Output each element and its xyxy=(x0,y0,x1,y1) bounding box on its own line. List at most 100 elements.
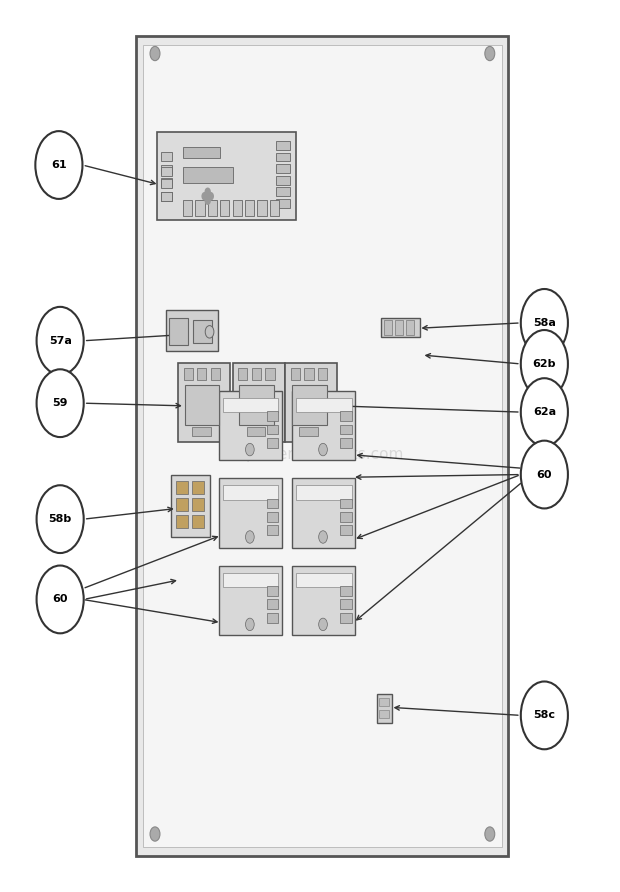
FancyBboxPatch shape xyxy=(161,167,172,176)
FancyBboxPatch shape xyxy=(292,566,355,635)
FancyBboxPatch shape xyxy=(161,165,172,174)
Circle shape xyxy=(35,131,82,199)
FancyBboxPatch shape xyxy=(340,438,352,448)
FancyBboxPatch shape xyxy=(276,153,290,161)
Text: 58b: 58b xyxy=(48,514,72,524)
FancyBboxPatch shape xyxy=(193,320,212,343)
FancyBboxPatch shape xyxy=(340,613,352,623)
FancyBboxPatch shape xyxy=(219,391,282,460)
FancyBboxPatch shape xyxy=(318,368,327,380)
FancyBboxPatch shape xyxy=(223,398,278,412)
FancyBboxPatch shape xyxy=(178,363,230,442)
Text: 62b: 62b xyxy=(533,359,556,369)
FancyBboxPatch shape xyxy=(381,318,420,337)
Text: 60: 60 xyxy=(537,469,552,480)
Circle shape xyxy=(205,197,210,204)
Circle shape xyxy=(150,46,160,61)
FancyBboxPatch shape xyxy=(192,498,204,511)
Circle shape xyxy=(521,289,568,357)
FancyBboxPatch shape xyxy=(223,573,278,587)
FancyBboxPatch shape xyxy=(184,368,193,380)
FancyBboxPatch shape xyxy=(171,475,210,537)
FancyBboxPatch shape xyxy=(136,36,508,856)
FancyBboxPatch shape xyxy=(267,599,278,609)
FancyBboxPatch shape xyxy=(276,176,290,185)
FancyBboxPatch shape xyxy=(176,481,188,494)
FancyBboxPatch shape xyxy=(192,481,204,494)
FancyBboxPatch shape xyxy=(239,385,274,425)
FancyBboxPatch shape xyxy=(219,566,282,635)
Text: 58a: 58a xyxy=(533,318,556,328)
Circle shape xyxy=(37,485,84,553)
FancyBboxPatch shape xyxy=(161,192,172,201)
Text: 60: 60 xyxy=(52,594,68,605)
FancyBboxPatch shape xyxy=(292,478,355,548)
Circle shape xyxy=(205,326,214,338)
FancyBboxPatch shape xyxy=(192,427,211,436)
FancyBboxPatch shape xyxy=(267,512,278,522)
FancyBboxPatch shape xyxy=(220,200,229,216)
FancyBboxPatch shape xyxy=(252,368,261,380)
Circle shape xyxy=(521,441,568,508)
Circle shape xyxy=(246,531,254,543)
FancyBboxPatch shape xyxy=(340,411,352,421)
FancyBboxPatch shape xyxy=(379,710,389,718)
Circle shape xyxy=(521,378,568,446)
FancyBboxPatch shape xyxy=(270,200,279,216)
FancyBboxPatch shape xyxy=(379,698,389,706)
FancyBboxPatch shape xyxy=(223,485,278,500)
Circle shape xyxy=(319,443,327,456)
FancyBboxPatch shape xyxy=(267,586,278,596)
Circle shape xyxy=(319,531,327,543)
Circle shape xyxy=(150,827,160,841)
FancyBboxPatch shape xyxy=(157,132,296,220)
FancyBboxPatch shape xyxy=(238,368,247,380)
Circle shape xyxy=(246,443,254,456)
FancyBboxPatch shape xyxy=(267,411,278,421)
FancyBboxPatch shape xyxy=(299,427,318,436)
Text: eReplacementParts.com: eReplacementParts.com xyxy=(217,448,403,462)
Circle shape xyxy=(246,618,254,631)
FancyBboxPatch shape xyxy=(276,199,290,208)
FancyBboxPatch shape xyxy=(304,368,314,380)
Circle shape xyxy=(485,827,495,841)
FancyBboxPatch shape xyxy=(276,187,290,196)
FancyBboxPatch shape xyxy=(208,200,217,216)
Circle shape xyxy=(208,193,213,200)
FancyBboxPatch shape xyxy=(219,478,282,548)
Text: 62a: 62a xyxy=(533,407,556,417)
Circle shape xyxy=(521,330,568,398)
Text: 59: 59 xyxy=(52,398,68,409)
FancyBboxPatch shape xyxy=(267,438,278,448)
FancyBboxPatch shape xyxy=(183,147,220,158)
FancyBboxPatch shape xyxy=(232,200,242,216)
FancyBboxPatch shape xyxy=(267,499,278,508)
FancyBboxPatch shape xyxy=(161,179,172,188)
FancyBboxPatch shape xyxy=(197,368,206,380)
FancyBboxPatch shape xyxy=(232,363,285,442)
FancyBboxPatch shape xyxy=(340,586,352,596)
Circle shape xyxy=(202,193,207,200)
FancyBboxPatch shape xyxy=(292,385,327,425)
Circle shape xyxy=(37,566,84,633)
FancyBboxPatch shape xyxy=(176,515,188,528)
FancyBboxPatch shape xyxy=(384,320,392,334)
FancyBboxPatch shape xyxy=(267,425,278,434)
FancyBboxPatch shape xyxy=(161,152,172,161)
FancyBboxPatch shape xyxy=(169,318,188,345)
FancyBboxPatch shape xyxy=(267,525,278,535)
FancyBboxPatch shape xyxy=(285,363,337,442)
FancyBboxPatch shape xyxy=(340,525,352,535)
Text: 58c: 58c xyxy=(533,710,556,721)
FancyBboxPatch shape xyxy=(192,515,204,528)
FancyBboxPatch shape xyxy=(247,427,265,436)
FancyBboxPatch shape xyxy=(296,398,352,412)
Circle shape xyxy=(37,307,84,375)
Circle shape xyxy=(485,46,495,61)
FancyBboxPatch shape xyxy=(176,498,188,511)
FancyBboxPatch shape xyxy=(267,613,278,623)
FancyBboxPatch shape xyxy=(406,320,414,334)
FancyBboxPatch shape xyxy=(291,368,300,380)
Circle shape xyxy=(37,369,84,437)
FancyBboxPatch shape xyxy=(245,200,254,216)
